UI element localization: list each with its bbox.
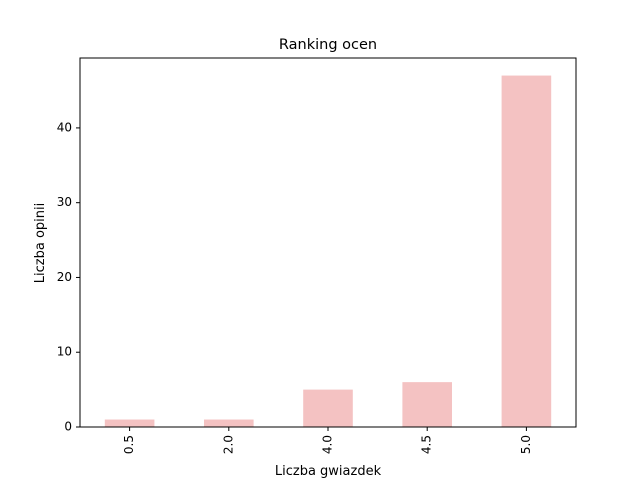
- bar-0.5: [104, 419, 155, 427]
- bar-4.5: [402, 382, 452, 427]
- y-tick-label: 30: [57, 195, 72, 209]
- y-tick-label: 0: [64, 420, 72, 434]
- y-tick-label: 20: [57, 270, 72, 284]
- x-axis: 0.5 2.0 4.0 4.5 5.0: [122, 427, 533, 454]
- chart-title: Ranking ocen: [279, 37, 377, 53]
- y-axis-label: Liczba opinii: [33, 203, 48, 283]
- bar-5.0: [501, 75, 552, 428]
- x-tick-label: 0.5: [122, 435, 136, 454]
- bars-layer: [104, 75, 552, 428]
- y-axis: 0 10 20 30 40: [57, 120, 80, 434]
- x-tick-label: 5.0: [519, 435, 533, 454]
- y-tick-label: 40: [57, 120, 72, 134]
- bar-4.0: [303, 389, 353, 427]
- x-tick-label: 4.0: [321, 435, 335, 454]
- x-tick-label: 4.5: [420, 435, 434, 454]
- y-tick-label: 10: [57, 345, 72, 359]
- x-axis-label: Liczba gwiazdek: [275, 464, 382, 479]
- x-tick-label: 2.0: [221, 435, 235, 454]
- bar-2.0: [204, 419, 254, 427]
